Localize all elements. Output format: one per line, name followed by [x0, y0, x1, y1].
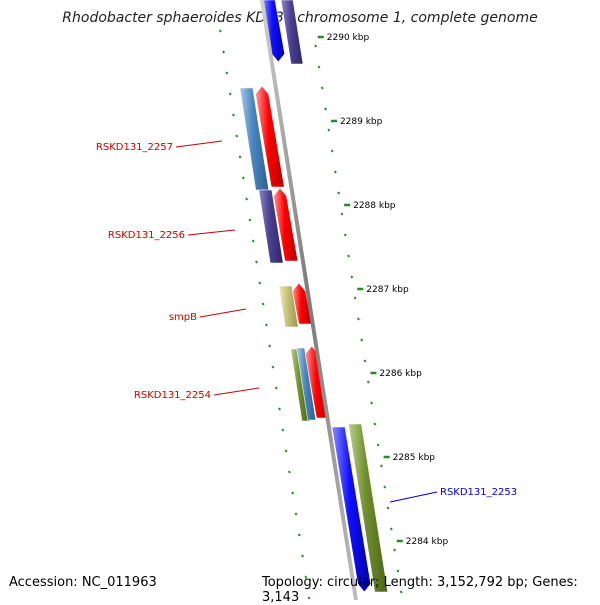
tick-label: 2285 kbp — [393, 453, 436, 463]
map-title: Rhodobacter sphaeroides KD131 chromosome… — [62, 10, 538, 26]
outer-ring-dot — [343, 233, 347, 237]
tick-label: 2290 kbp — [327, 33, 370, 43]
outer-ring-dot — [340, 212, 344, 216]
outer-dotted-ring — [314, 44, 403, 594]
genome-summary-text: Topology: circular; Length: 3,152,792 bp… — [262, 575, 578, 605]
outer-ring-dot — [386, 506, 390, 510]
tick-label: 2284 kbp — [406, 537, 449, 547]
tick-label: 2286 kbp — [379, 369, 422, 379]
outer-ring-dot — [366, 380, 370, 384]
outer-ring-dot — [379, 464, 383, 468]
inner-ring-dot — [241, 176, 245, 180]
outer-ring-dot — [333, 170, 337, 174]
outer-ring-dot — [347, 254, 351, 258]
inner-ring-dot — [281, 428, 285, 432]
outer-ring-dot — [389, 527, 393, 531]
gene-label: RSKD131_2254 — [134, 390, 211, 401]
gene-label: smpB — [169, 312, 197, 323]
inner-ring-dot — [294, 512, 298, 516]
gene-labels: RSKD131_2257 RSKD131_2256 smpB RSKD131_2254… — [96, 140, 517, 503]
inner-ring-dot — [235, 134, 239, 138]
inner-ring-dot — [297, 533, 301, 537]
inner-ring-dot — [228, 92, 232, 96]
gene-label: RSKD131_2253 — [440, 487, 517, 498]
outer-ring-dot — [324, 107, 327, 111]
label-leader-line — [199, 308, 247, 318]
inner-ring-dot — [268, 344, 272, 348]
inner-dotted-ring — [218, 29, 311, 600]
inner-ring-dot — [225, 71, 229, 75]
gene-feature — [280, 0, 304, 65]
inner-ring-dot — [248, 218, 252, 222]
inner-ring-dot — [264, 323, 268, 327]
tick-label: 2288 kbp — [353, 201, 396, 211]
kbp-ticks: 2290 kbp 2289 kbp 2288 kbp 2287 kbp 2286 kbp… — [317, 33, 449, 547]
outer-ring-dot — [337, 191, 341, 195]
inner-ring-dot — [278, 407, 281, 411]
outer-ring-dot — [317, 65, 321, 69]
gene-feature — [348, 423, 389, 593]
outer-ring-dot — [327, 128, 331, 132]
label-leader-line — [187, 229, 236, 236]
gene-features — [239, 0, 389, 593]
gene-feature — [273, 187, 299, 262]
gene-feature — [292, 282, 313, 325]
accession-text: Accession: NC_011963 — [9, 575, 157, 590]
tick-label: 2289 kbp — [340, 117, 383, 127]
outer-ring-dot — [314, 44, 318, 48]
inner-ring-dot — [287, 470, 291, 474]
outer-ring-dot — [370, 401, 374, 405]
outer-ring-dot — [360, 338, 364, 342]
outer-ring-dot — [330, 149, 334, 153]
inner-ring-dot — [307, 596, 311, 600]
label-leader-line — [213, 387, 260, 396]
inner-ring-dot — [258, 281, 262, 285]
outer-ring-dot — [383, 485, 387, 489]
label-leader-line — [175, 140, 223, 148]
inner-ring-dot — [274, 386, 278, 390]
outer-ring-dot — [396, 569, 400, 573]
inner-ring-dot — [284, 449, 288, 453]
label-leader-line — [389, 491, 438, 503]
outer-ring-dot — [353, 296, 357, 300]
outer-ring-dot — [356, 317, 360, 321]
tick-label: 2287 kbp — [366, 285, 409, 295]
outer-ring-dot — [363, 359, 367, 363]
gene-feature — [331, 426, 372, 593]
outer-ring-dot — [320, 86, 324, 90]
outer-ring-dot — [393, 548, 397, 552]
inner-ring-dot — [251, 239, 255, 243]
inner-ring-dot — [238, 155, 242, 159]
gene-feature — [258, 189, 284, 264]
outer-ring-dot — [376, 443, 380, 447]
gene-label: RSKD131_2257 — [96, 142, 173, 153]
outer-ring-dot — [350, 275, 354, 279]
inner-ring-dot — [271, 365, 275, 369]
outer-ring-dot — [399, 590, 403, 594]
backbone-line — [260, 0, 358, 600]
inner-ring-dot — [261, 302, 265, 306]
outer-ring-dot — [373, 422, 377, 426]
inner-ring-dot — [245, 197, 249, 201]
inner-ring-dot — [255, 260, 258, 264]
inner-ring-dot — [301, 554, 305, 558]
gene-label: RSKD131_2256 — [108, 230, 185, 241]
gene-feature — [296, 347, 317, 421]
inner-ring-dot — [222, 50, 226, 54]
inner-ring-dot — [291, 491, 295, 495]
inner-ring-dot — [218, 29, 222, 33]
gene-feature — [255, 85, 285, 188]
inner-ring-dot — [304, 575, 308, 579]
inner-ring-dot — [232, 113, 235, 117]
